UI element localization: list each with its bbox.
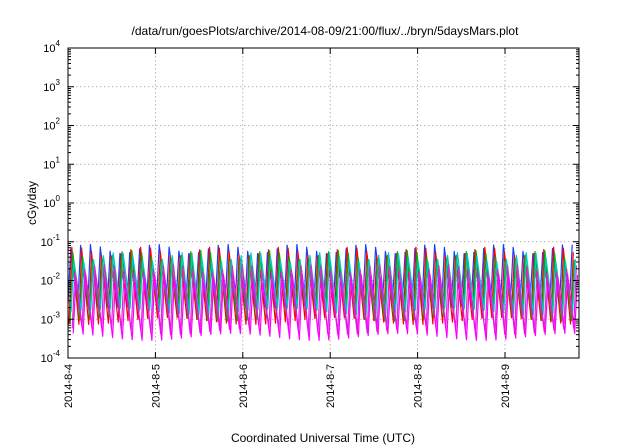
- series-layer: [67, 243, 579, 341]
- plot-frame: [67, 47, 580, 359]
- y-tick-label: 101: [43, 155, 60, 171]
- chart-title: /data/run/goesPlots/archive/2014-08-09/2…: [132, 24, 520, 38]
- x-tick-label: 2014-8-9: [500, 364, 512, 408]
- x-tick-label: 2014-8-7: [325, 364, 337, 408]
- x-axis-label: Coordinated Universal Time (UTC): [231, 431, 415, 445]
- x-tick-label: 2014-8-8: [413, 364, 425, 408]
- y-tick-label: 104: [43, 39, 60, 55]
- x-tick-labels: 2014-8-4 2014-8-5 2014-8-6 2014-8-7 2014-8-8…: [63, 364, 512, 408]
- y-axis-label: cGy/day: [25, 181, 39, 225]
- x-tick-label: 2014-8-5: [150, 364, 162, 408]
- x-tick-label: 2014-8-6: [238, 364, 250, 408]
- y-tick-label: 10-1: [41, 233, 61, 249]
- y-tick-label: 10-3: [41, 310, 61, 326]
- y-tick-label: 10-4: [41, 349, 61, 365]
- y-tick-labels: 104 103 102 101 100 10-1 10-2 10-3 10-4: [41, 39, 61, 365]
- x-tick-label: 2014-8-4: [63, 364, 75, 408]
- y-tick-label: 103: [43, 78, 60, 94]
- y-tick-label: 102: [43, 117, 60, 133]
- series-line: [72, 273, 579, 341]
- y-tick-label: 10-2: [41, 272, 61, 288]
- y-tick-label: 100: [43, 194, 60, 210]
